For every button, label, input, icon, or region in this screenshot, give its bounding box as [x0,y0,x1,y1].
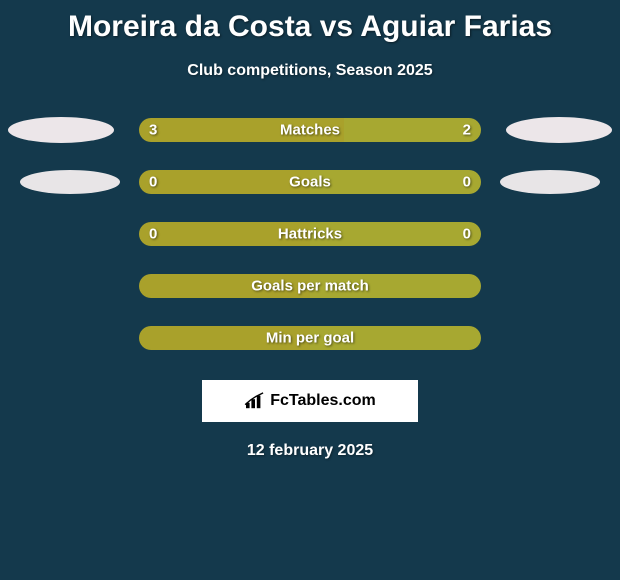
stat-bar-fill-left [139,170,310,194]
comparison-title: Moreira da Costa vs Aguiar Farias [0,0,620,44]
stat-label: Goals per match [251,278,369,295]
stat-bar-fill-right [310,170,481,194]
stat-bar: Matches 3 2 [139,118,481,142]
stat-value-right: 0 [463,226,471,243]
stat-value-left: 0 [149,174,157,191]
bar-chart-icon [244,392,266,410]
stat-row: Min per goal [0,326,620,350]
stat-value-left: 3 [149,122,157,139]
stat-label: Min per goal [266,330,354,347]
stat-label: Hattricks [278,226,342,243]
logo-box[interactable]: FcTables.com [202,380,418,422]
stat-value-left: 0 [149,226,157,243]
comparison-subtitle: Club competitions, Season 2025 [0,62,620,80]
player-ellipse-left [8,117,114,143]
stat-bar: Goals per match [139,274,481,298]
stat-label: Matches [280,122,340,139]
stat-row: Hattricks 0 0 [0,222,620,246]
stat-label: Goals [289,174,331,191]
stat-value-right: 0 [463,174,471,191]
player-ellipse-right [500,170,600,194]
stats-container: Matches 3 2 Goals 0 0 Hattricks 0 0 Goals per mat… [0,118,620,350]
stat-bar-fill-right [344,118,481,142]
stat-row: Goals per match [0,274,620,298]
stat-row: Matches 3 2 [0,118,620,142]
logo-text: FcTables.com [270,392,376,410]
stat-bar: Min per goal [139,326,481,350]
player-ellipse-right [506,117,612,143]
stat-row: Goals 0 0 [0,170,620,194]
stat-bar: Hattricks 0 0 [139,222,481,246]
stat-bar: Goals 0 0 [139,170,481,194]
player-ellipse-left [20,170,120,194]
date-label: 12 february 2025 [0,442,620,460]
stat-value-right: 2 [463,122,471,139]
